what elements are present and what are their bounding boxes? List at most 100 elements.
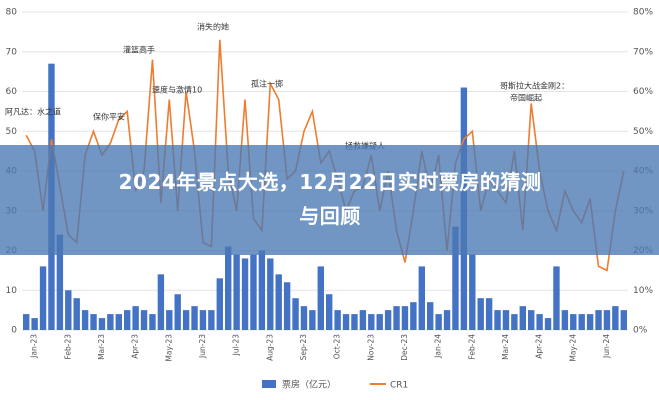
bar [132, 306, 139, 330]
bar [241, 258, 249, 330]
annotation: 帝国崛起 [510, 93, 542, 103]
x-tick-label: Nov-23 [366, 334, 375, 361]
bar [216, 278, 223, 330]
x-tick-label: Feb-23 [63, 334, 72, 360]
bar [250, 254, 257, 330]
bar [56, 234, 64, 330]
bar [309, 310, 316, 330]
y-tick-label: 60 [6, 87, 18, 97]
bar [199, 310, 207, 330]
x-tick-label: Mar-23 [97, 334, 106, 360]
x-tick-label: Dec-23 [400, 334, 409, 361]
bar [401, 306, 409, 330]
bar [595, 310, 602, 330]
legend-label: CR1 [390, 381, 408, 391]
bar [384, 310, 392, 330]
bar [65, 290, 72, 330]
annotation: 消失的她 [197, 22, 229, 32]
y2-tick-label: 80% [633, 8, 653, 18]
annotation: 哥斯拉大战金刚2： [500, 81, 569, 91]
bar [73, 298, 80, 330]
bar [326, 294, 333, 330]
y2-tick-label: 60% [633, 87, 653, 97]
title-banner [0, 145, 659, 255]
x-tick-label: Jan-23 [30, 334, 39, 359]
bar [418, 266, 425, 330]
bar [452, 226, 459, 330]
bar [149, 314, 156, 330]
y-tick-label: 70 [6, 47, 18, 57]
bar [553, 266, 560, 330]
bar [258, 250, 266, 330]
bar [351, 314, 358, 330]
bar [544, 318, 552, 330]
y2-tick-label: 10% [633, 286, 653, 296]
bar [435, 314, 442, 330]
legend-swatch [262, 380, 276, 388]
x-tick-label: Apr-24 [535, 334, 544, 359]
bar [267, 258, 274, 330]
bar [443, 310, 451, 330]
bar [519, 306, 526, 330]
bar [31, 318, 38, 330]
x-tick-label: Mar-24 [501, 334, 510, 360]
bar [427, 302, 434, 330]
bar [283, 282, 291, 330]
x-tick-label: Jun-24 [602, 334, 611, 359]
x-tick-label: Sep-23 [299, 334, 308, 361]
bar [90, 314, 97, 330]
bar [115, 314, 122, 330]
x-tick-label: Oct-23 [333, 334, 342, 359]
x-tick-label: May-23 [164, 334, 173, 362]
bar [157, 274, 165, 330]
x-tick-label: Apr-23 [131, 334, 140, 359]
bar [208, 310, 215, 330]
bar [81, 310, 89, 330]
bar [528, 310, 535, 330]
bar [502, 310, 510, 330]
y-tick-label: 0 [11, 326, 17, 336]
annotation: 保你平安 [93, 112, 125, 122]
bar [334, 310, 341, 330]
bar [174, 294, 181, 330]
x-tick-label: Feb-24 [467, 334, 476, 360]
bar [485, 298, 493, 330]
bar [620, 310, 627, 330]
bar [603, 310, 611, 330]
y-tick-label: 50 [6, 127, 18, 137]
bar [292, 298, 299, 330]
x-tick-label: Jun-23 [198, 334, 207, 359]
bar [586, 314, 594, 330]
bar [477, 298, 484, 330]
bar [612, 306, 619, 330]
bar [393, 306, 400, 330]
x-tick-label: May-24 [568, 334, 577, 362]
bar [578, 314, 585, 330]
bar [39, 266, 47, 330]
bar [342, 314, 350, 330]
y-tick-label: 80 [6, 8, 18, 18]
bar [140, 310, 148, 330]
bar [317, 266, 324, 330]
y-tick-label: 10 [6, 286, 18, 296]
y2-tick-label: 0% [633, 326, 648, 336]
bar [410, 302, 417, 330]
bar [182, 310, 190, 330]
x-tick-label: Aug-23 [265, 334, 274, 361]
annotation: 灌篮高手 [123, 45, 155, 55]
bar [494, 310, 501, 330]
bar [376, 314, 383, 330]
bar [368, 314, 375, 330]
bar [300, 306, 308, 330]
bar [23, 314, 30, 330]
annotation: 阿凡达：水之道 [5, 107, 61, 117]
bar [275, 274, 282, 330]
bar [107, 314, 114, 330]
bar [233, 254, 240, 330]
bar [191, 306, 198, 330]
annotation: 速度与激情10 [152, 85, 202, 95]
chart-title: 2024年景点大选，12月22日实时票房的猜测与回顾 [118, 170, 542, 228]
bar [124, 310, 131, 330]
annotation: 孤注一掷 [251, 79, 283, 89]
